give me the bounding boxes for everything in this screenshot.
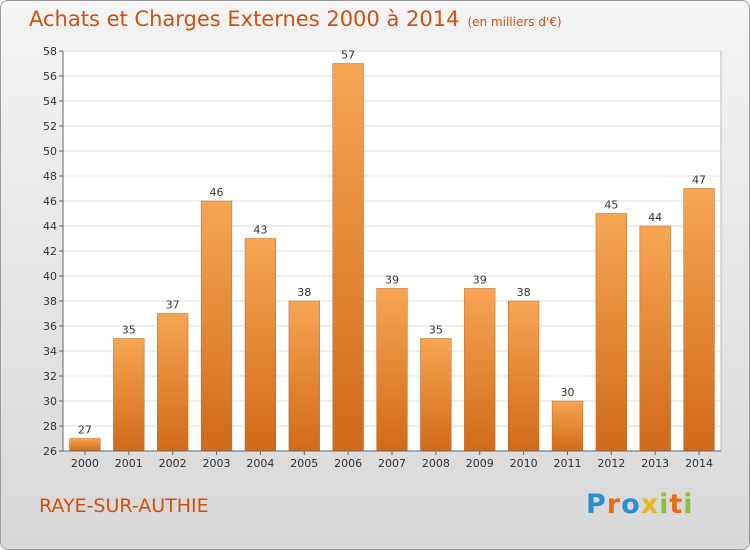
y-tick-label: 34 <box>43 345 57 358</box>
x-tick-label: 2004 <box>246 457 274 470</box>
bar <box>113 338 145 452</box>
logo-letter: i <box>683 489 694 520</box>
bar <box>157 313 189 452</box>
y-tick-label: 40 <box>43 270 57 283</box>
x-tick-label: 2005 <box>290 457 318 470</box>
y-tick-label: 44 <box>43 220 57 233</box>
data-label: 39 <box>385 274 399 287</box>
bar <box>551 400 584 452</box>
bar <box>507 300 540 452</box>
bar <box>288 300 320 452</box>
chart-title: Achats et Charges Externes 2000 à 2014 (e… <box>29 7 562 31</box>
y-tick-label: 30 <box>43 395 57 408</box>
logo-letter: o <box>621 489 641 520</box>
data-label: 38 <box>297 286 311 299</box>
bar <box>420 338 452 452</box>
data-label: 39 <box>473 274 487 287</box>
unit-text: (en milliers d'€) <box>467 15 562 29</box>
x-tick-label: 2007 <box>378 457 406 470</box>
x-tick-label: 2012 <box>597 457 625 470</box>
y-tick-label: 32 <box>43 370 57 383</box>
data-label: 57 <box>341 49 355 62</box>
data-label: 47 <box>692 174 706 187</box>
y-tick-label: 38 <box>43 295 57 308</box>
bar <box>69 438 101 452</box>
bar <box>464 288 496 452</box>
bar <box>376 288 408 452</box>
place-name: RAYE-SUR-AUTHIE <box>39 495 209 517</box>
y-tick-label: 58 <box>43 45 57 58</box>
x-tick-label: 2014 <box>685 457 713 470</box>
bar <box>244 238 277 452</box>
y-tick-label: 36 <box>43 320 57 333</box>
y-tick-label: 26 <box>43 445 57 458</box>
logo-letter: t <box>669 489 684 520</box>
y-tick-label: 50 <box>43 145 57 158</box>
data-label: 37 <box>166 299 180 312</box>
title-text: Achats et Charges Externes 2000 à 2014 <box>29 7 460 31</box>
data-label: 38 <box>517 286 531 299</box>
y-tick-label: 56 <box>43 70 57 83</box>
data-label: 45 <box>604 199 618 212</box>
bar <box>332 63 364 452</box>
logo-letter: x <box>640 489 660 520</box>
x-tick-label: 2013 <box>641 457 669 470</box>
data-label: 35 <box>122 324 136 337</box>
data-label: 35 <box>429 324 443 337</box>
logo-letter: r <box>606 489 622 520</box>
x-tick-label: 2009 <box>466 457 494 470</box>
y-tick-label: 48 <box>43 170 57 183</box>
bar <box>595 213 627 452</box>
logo-letter: i <box>659 489 670 520</box>
bar <box>200 200 233 452</box>
data-label: 44 <box>648 211 662 224</box>
x-tick-label: 2011 <box>553 457 581 470</box>
x-tick-label: 2006 <box>334 457 362 470</box>
bar <box>683 188 715 452</box>
x-tick-label: 2001 <box>115 457 143 470</box>
x-tick-label: 2002 <box>159 457 187 470</box>
y-tick-label: 52 <box>43 120 57 133</box>
x-tick-label: 2000 <box>71 457 99 470</box>
data-label: 43 <box>253 224 267 237</box>
y-tick-label: 28 <box>43 420 57 433</box>
y-tick-label: 54 <box>43 95 57 108</box>
logo-letter: P <box>586 489 607 520</box>
data-label: 30 <box>560 386 574 399</box>
x-tick-label: 2008 <box>422 457 450 470</box>
x-tick-label: 2003 <box>203 457 231 470</box>
data-label: 27 <box>78 424 92 437</box>
x-tick-label: 2010 <box>510 457 538 470</box>
y-tick-label: 46 <box>43 195 57 208</box>
data-label: 46 <box>210 186 224 199</box>
y-tick-label: 42 <box>43 245 57 258</box>
bar <box>639 225 671 452</box>
proxiti-logo: Proxiti <box>586 489 694 520</box>
